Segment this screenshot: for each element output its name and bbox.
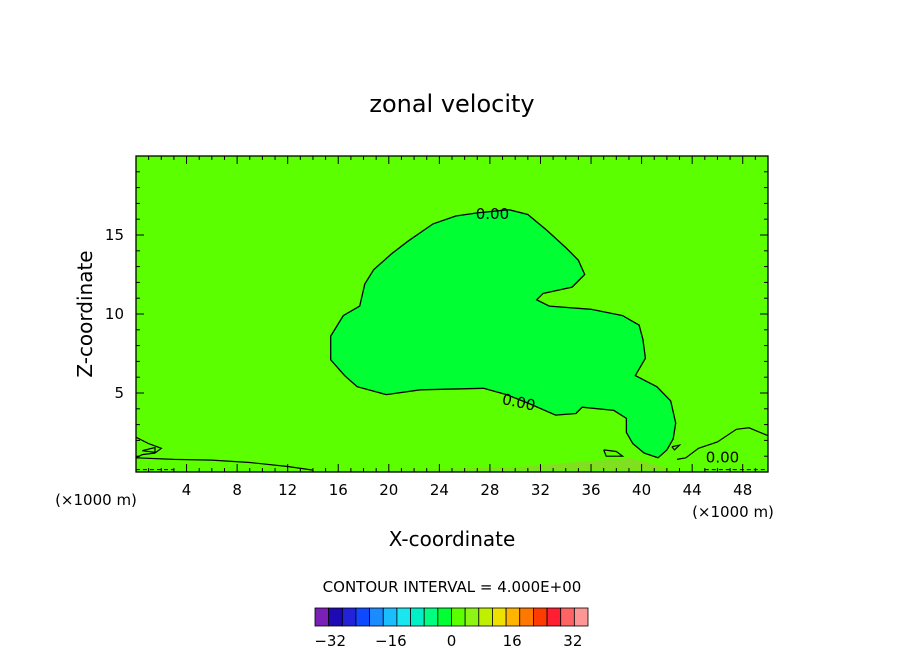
chart-title: zonal velocity (369, 90, 534, 118)
colorbar-tick-label: 32 (563, 632, 582, 650)
x-tick-label: 4 (182, 481, 192, 499)
contour-label: 0.00 (476, 205, 509, 223)
colorbar-swatch (341, 607, 357, 627)
plot-area (135, 155, 769, 473)
colorbar-swatch (328, 607, 343, 627)
y-tick-label: 10 (105, 305, 124, 323)
colorbar-swatch (396, 607, 411, 627)
x-tick-label: 24 (430, 481, 449, 499)
near-bottom-band-region (237, 457, 674, 471)
x-axis-unit: (×1000 m) (55, 491, 137, 509)
x-tick-label: 48 (733, 481, 752, 499)
y-tick-label: 15 (105, 226, 124, 244)
colorbar-swatch (533, 607, 548, 627)
colorbar-swatch (451, 607, 466, 627)
left-bottom-contour-line (135, 436, 163, 459)
contour-label: 0.00 (706, 449, 739, 467)
y-tick-label: 5 (114, 384, 124, 402)
colorbar-swatch (382, 607, 398, 627)
x-axis-label: X-coordinate (389, 527, 516, 551)
axis-tick-marks (136, 156, 768, 472)
contour-interval-text: CONTOUR INTERVAL = 4.000E+00 (323, 578, 582, 596)
colorbar-swatch (546, 607, 562, 627)
x-tick-label: 20 (379, 481, 398, 499)
colorbar-swatch (464, 607, 480, 627)
colorbar-tick-label: −16 (375, 632, 407, 650)
colorbar-swatch (314, 607, 330, 627)
colorbar-swatch (410, 607, 425, 627)
colorbar-swatch (505, 607, 521, 627)
x-tick-label: 8 (232, 481, 242, 499)
colorbar-tick-label: 16 (503, 632, 522, 650)
near-bottom-contour-line (135, 457, 314, 471)
negative-zonal-flow-region (330, 209, 677, 459)
colorbar-swatch (369, 607, 384, 627)
x-tick-label: 44 (683, 481, 702, 499)
colorbar-swatch (355, 607, 371, 627)
colorbar-swatch (437, 607, 452, 627)
x-tick-label: 16 (329, 481, 348, 499)
y-axis-label: Z-coordinate (73, 250, 97, 377)
colorbar (314, 607, 589, 627)
x-tick-label: 32 (531, 481, 550, 499)
y-axis-unit: (×1000 m) (692, 503, 774, 521)
x-tick-label: 12 (278, 481, 297, 499)
colorbar-tick-label: −32 (314, 632, 346, 650)
colorbar-swatch (519, 607, 534, 627)
colorbar-swatch (478, 607, 493, 627)
right-bottom-contour-line (603, 427, 769, 460)
colorbar-tick-labels: −32 −16 0 16 32 (314, 632, 582, 650)
x-tick-label: 36 (581, 481, 600, 499)
colorbar-swatch (492, 607, 507, 627)
x-tick-label: 28 (480, 481, 499, 499)
colorbar-tick-label: 0 (447, 632, 457, 650)
contour-regions (237, 209, 677, 471)
x-tick-label: 40 (632, 481, 651, 499)
x-tick-labels: 4 8 12 16 20 24 28 32 36 40 44 48 (182, 481, 752, 499)
colorbar-swatch (423, 607, 439, 627)
y-tick-labels: 5 10 15 (105, 226, 124, 402)
colorbar-swatch (573, 607, 589, 627)
colorbar-swatch (560, 607, 575, 627)
